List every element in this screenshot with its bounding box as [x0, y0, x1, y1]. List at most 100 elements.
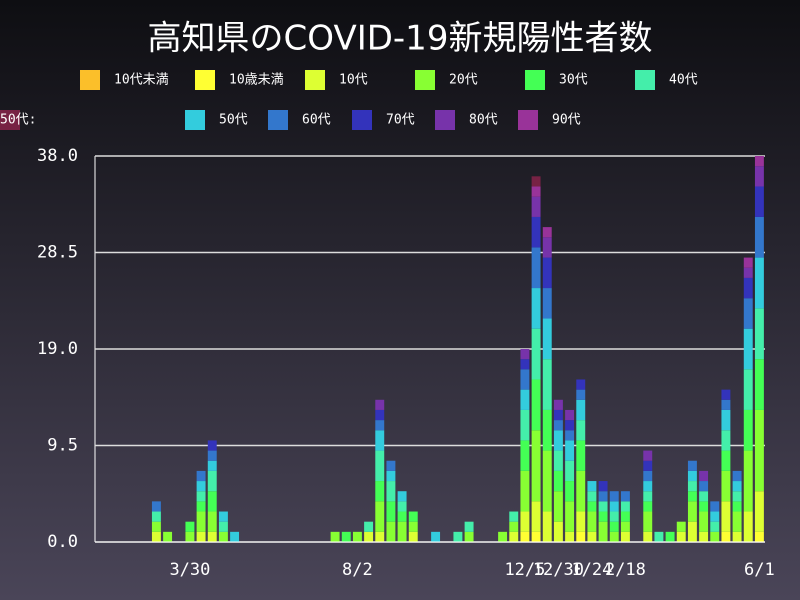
- bar-segment: [565, 430, 575, 441]
- bar-segment: [743, 369, 753, 410]
- bar-segment: [643, 531, 653, 542]
- legend-swatch: [415, 70, 435, 90]
- bar-segment: [375, 531, 385, 542]
- bar-segment: [520, 369, 530, 390]
- bar-segment: [364, 531, 374, 542]
- bar-segment: [218, 531, 228, 542]
- bar-segment: [576, 379, 586, 390]
- bar-segment: [397, 501, 407, 512]
- legend-swatch: [518, 110, 538, 130]
- bar-segment: [609, 531, 619, 542]
- legend-label: 40代: [669, 73, 698, 88]
- bar-segment: [732, 531, 742, 542]
- legend-swatch: [525, 70, 545, 90]
- bar-segment: [643, 511, 653, 532]
- bar-segment: [375, 399, 385, 410]
- bar-segment: [565, 531, 575, 542]
- y-tick-label: 38.0: [37, 146, 78, 166]
- bar-segment: [732, 481, 742, 492]
- bar-segment: [721, 399, 731, 410]
- bar-segment: [386, 521, 396, 542]
- bar-segment: [520, 389, 530, 410]
- bar-segment: [196, 511, 206, 532]
- bar-segment: [576, 440, 586, 471]
- bar-segment: [587, 511, 597, 532]
- bar-segment: [721, 470, 731, 502]
- chart-title: 高知県のCOVID-19新規陽性者数: [148, 19, 653, 59]
- bar-segment: [352, 531, 362, 542]
- bar-segment: [531, 216, 541, 248]
- bar-segment: [576, 511, 586, 532]
- bar-segment: [699, 511, 709, 532]
- bar-segment: [364, 521, 374, 532]
- bar-segment: [732, 501, 742, 512]
- bar-segment: [721, 501, 731, 532]
- bar-segment: [542, 237, 552, 258]
- bar-segment: [576, 531, 586, 542]
- bar-segment: [542, 227, 552, 238]
- legend-label: 10代: [339, 73, 368, 88]
- bar-segment: [754, 166, 764, 187]
- bar-segment: [230, 531, 240, 542]
- bar-segment: [565, 481, 575, 502]
- bar-segment: [375, 450, 385, 482]
- bar-segment: [732, 511, 742, 532]
- bar-segment: [397, 511, 407, 522]
- legend-swatch: [305, 70, 325, 90]
- bar-segment: [609, 521, 619, 532]
- bar-segment: [207, 460, 217, 471]
- bar-segment: [509, 531, 519, 542]
- bar-segment: [743, 328, 753, 370]
- legend-label: 30代: [559, 73, 588, 88]
- bar-segment: [207, 440, 217, 451]
- bar-segment: [151, 531, 161, 542]
- bar-segment: [553, 491, 563, 522]
- legend-swatch: [352, 110, 372, 130]
- bar-segment: [732, 491, 742, 502]
- bar-segment: [542, 318, 552, 360]
- bar-segment: [464, 521, 474, 532]
- legend-label: 70代: [386, 113, 415, 128]
- bar-segment: [710, 521, 720, 532]
- bar-segment: [531, 247, 541, 289]
- bar-segment: [643, 470, 653, 482]
- bar-segment: [576, 389, 586, 400]
- bar-segment: [721, 450, 731, 471]
- bar-segment: [565, 420, 575, 431]
- bar-segment: [710, 511, 720, 522]
- bar-segment: [598, 511, 608, 522]
- bar-segment: [754, 491, 764, 532]
- bar-segment: [520, 440, 530, 471]
- bar-segment: [542, 359, 552, 410]
- bar-segment: [431, 531, 441, 542]
- bar-segment: [699, 491, 709, 502]
- bar-segment: [687, 470, 697, 482]
- legend-swatch: [185, 110, 205, 130]
- bar-segment: [743, 277, 753, 299]
- bar-segment: [542, 409, 552, 451]
- legend-label: 50代:: [0, 113, 36, 128]
- bar-segment: [520, 359, 530, 370]
- bar-segment: [598, 501, 608, 512]
- bar-segment: [531, 379, 541, 431]
- bar-segment: [207, 531, 217, 542]
- bar-segment: [207, 511, 217, 532]
- bar-segment: [743, 511, 753, 542]
- x-tick-label: 3/30: [169, 560, 210, 580]
- x-tick-label: 12/5: [504, 560, 545, 580]
- bar-segment: [754, 257, 764, 309]
- legend-swatch: [0, 110, 20, 130]
- bar-segment: [531, 288, 541, 329]
- bar-segment: [531, 531, 541, 542]
- bar-segment: [587, 531, 597, 542]
- bar-segment: [754, 308, 764, 360]
- bar-segment: [520, 511, 530, 532]
- bar-segment: [520, 409, 530, 441]
- bar-segment: [687, 460, 697, 471]
- bar-segment: [207, 450, 217, 461]
- bar-segment: [710, 531, 720, 542]
- legend-swatch: [268, 110, 288, 130]
- bar-segment: [754, 359, 764, 410]
- bar-segment: [531, 176, 541, 187]
- bar-segment: [531, 186, 541, 197]
